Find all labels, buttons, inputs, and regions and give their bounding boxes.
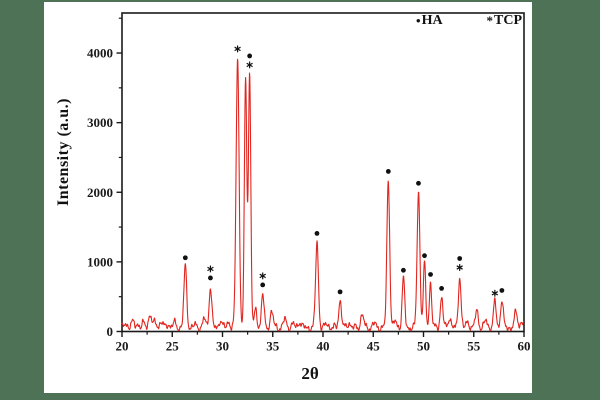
plot-frame [121,12,525,333]
ha-peak-marker [260,282,266,288]
tcp-peak-marker [246,61,253,69]
ha-peak-marker [314,230,320,236]
y-tick-label: 1000 [87,254,113,269]
x-tick-label: 45 [367,339,381,354]
x-tick-label: 60 [518,339,531,354]
tcp-marker-icon: * [486,13,494,28]
ha-peak-marker [428,272,433,277]
y-tick-label: 3000 [87,115,113,130]
tcp-peak-marker [234,45,241,53]
tcp-peak-marker [456,264,463,271]
ha-peak-marker [208,275,213,281]
x-tick-label: 50 [417,339,430,354]
ha-peak-marker [416,180,421,186]
x-axis-label: 2θ [301,364,319,383]
ha-peak-marker [499,288,505,293]
x-tick-label: 25 [166,339,180,354]
ha-peak-marker [439,285,444,291]
x-tick-label: 20 [116,339,129,354]
ha-marker-icon: • [416,13,421,28]
x-tick-label: 40 [317,339,330,354]
ha-peak-marker [457,256,463,261]
legend-item-ha: • HA [416,13,443,29]
legend-item-tcp: * TCP [487,13,523,29]
ha-peak-marker [337,289,343,295]
x-tick-label: 55 [467,339,481,354]
tcp-peak-marker [259,272,266,280]
ha-peak-marker [422,253,427,259]
x-tick-label: 35 [266,339,280,354]
tcp-peak-marker [207,265,214,273]
tcp-peak-marker [491,289,499,297]
legend-label-tcp: TCP [494,13,522,28]
ha-peak-marker [385,169,391,174]
ha-peak-marker [401,267,406,273]
y-axis-label: Intensity (a.u.) [55,97,72,207]
x-tick-label: 30 [216,339,229,354]
ha-peak-marker [247,53,253,59]
legend-label-ha: HA [421,13,443,28]
y-tick-label: 2000 [87,185,113,200]
y-tick-label: 4000 [87,46,113,61]
legend: • HA * TCP [416,13,522,29]
xrd-trace [121,58,525,332]
ha-peak-marker [182,255,188,261]
y-tick-label: 0 [107,324,114,339]
